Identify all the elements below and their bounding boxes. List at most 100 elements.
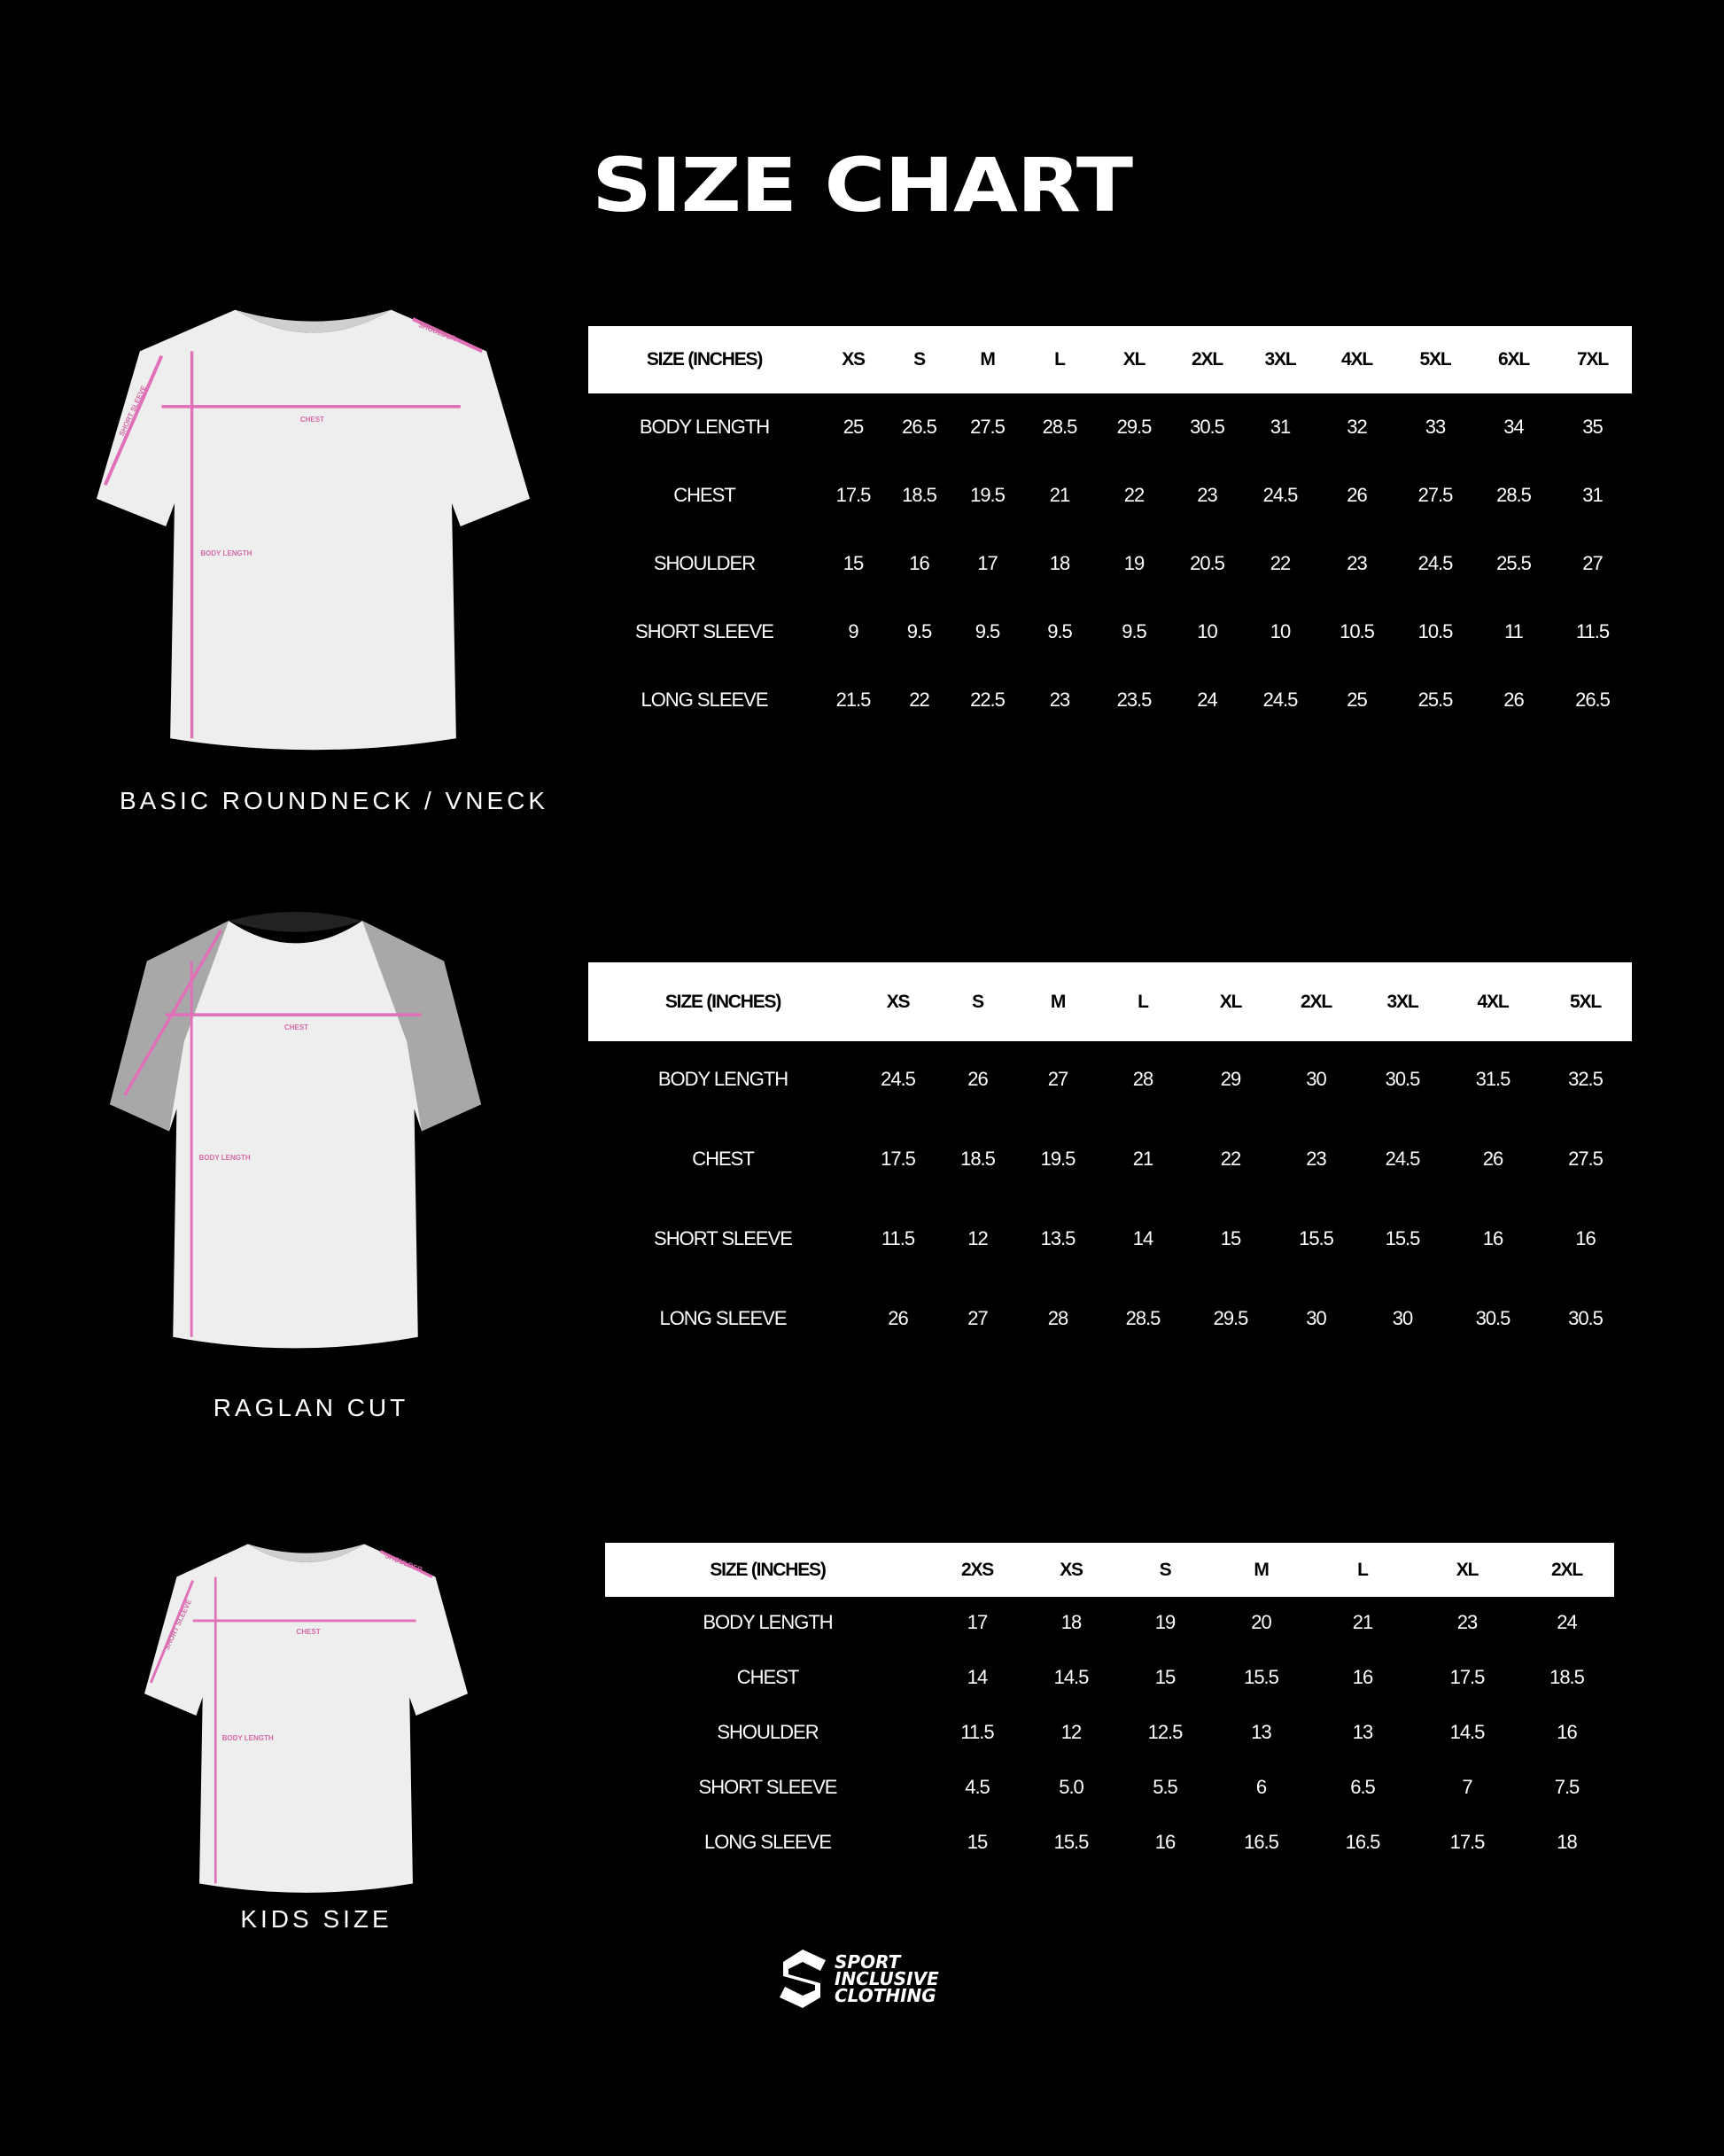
size-header: L	[1138, 991, 1149, 1012]
size-value: 12	[1060, 1721, 1082, 1743]
size-value: 23	[1347, 552, 1367, 574]
size-value: 17.5	[881, 1148, 916, 1170]
size-header: 4XL	[1341, 349, 1373, 370]
size-value: 34	[1503, 416, 1524, 438]
size-value: 24	[1197, 689, 1217, 711]
size-value: 9	[848, 620, 858, 642]
size-header: XS	[1060, 1559, 1083, 1580]
size-value: 14	[967, 1666, 988, 1688]
size-value: 6	[1255, 1776, 1267, 1798]
size-header: 2XL	[1551, 1559, 1583, 1580]
size-value: 28.5	[1125, 1307, 1161, 1329]
size-value: 23.5	[1116, 689, 1153, 711]
measurement-label: BODY LENGTH	[639, 416, 770, 438]
size-header: 2XL	[1192, 349, 1223, 370]
size-value: 15	[1220, 1227, 1241, 1249]
measurement-label: LONG SLEEVE	[659, 1307, 787, 1329]
size-value: 28.5	[1042, 416, 1078, 438]
size-value: 12	[967, 1227, 988, 1249]
table-row: LONG SLEEVE 21.5 22 22.5 23 23.5 24 24.5 25 25.5 2…	[588, 666, 1632, 735]
size-value: 16	[1352, 1666, 1373, 1688]
measurement-label: SHORT SLEEVE	[698, 1776, 838, 1798]
size-value: 13	[1251, 1721, 1271, 1743]
size-value: 14.5	[1449, 1721, 1486, 1743]
size-value: 21	[1132, 1148, 1153, 1170]
size-header: S	[913, 349, 926, 370]
size-value: 30.5	[1190, 416, 1225, 438]
brand-logo: SPORT INCLUSIVE CLOTHING	[776, 1948, 939, 2010]
size-value: 25	[843, 416, 864, 438]
chest-label: CHEST	[283, 1024, 309, 1032]
size-value: 18	[1557, 1831, 1577, 1853]
size-value: 30	[1306, 1068, 1326, 1090]
size-value: 27.5	[970, 416, 1006, 438]
size-value: 13.5	[1040, 1227, 1076, 1249]
size-value: 23	[1197, 484, 1217, 506]
measurement-label: SHORT SLEEVE	[635, 620, 774, 642]
size-header: 5XL	[1570, 991, 1602, 1012]
size-value: 27	[967, 1307, 988, 1329]
size-value: 17.5	[835, 484, 872, 506]
size-value: 10.5	[1417, 620, 1454, 642]
size-value: 13	[1352, 1721, 1373, 1743]
size-value: 35	[1582, 416, 1603, 438]
logo-line: INCLUSIVE	[835, 1967, 939, 1989]
table-row: CHEST 17.5 18.5 19.5 21 22 23 24.5 26 27.5	[588, 1119, 1632, 1199]
size-value: 20	[1251, 1611, 1271, 1633]
table-header-row: SIZE (INCHES) XS S M L XL 2XL 3XL 4XL 5XL 6XL 7XL	[588, 326, 1632, 393]
measurement-label: SHOULDER	[717, 1721, 819, 1743]
size-value: 26	[888, 1307, 908, 1329]
chest-label: CHEST	[299, 416, 324, 424]
header-label: SIZE (INCHES)	[710, 1559, 826, 1580]
header-label: SIZE (INCHES)	[664, 991, 781, 1012]
size-value: 23	[1049, 689, 1070, 711]
body-length-label: BODY LENGTH	[200, 549, 252, 557]
size-value: 16	[1154, 1831, 1176, 1853]
size-value: 24.5	[881, 1068, 916, 1090]
size-value: 19	[1123, 552, 1145, 574]
size-value: 23	[1306, 1148, 1326, 1170]
body-length-label: BODY LENGTH	[198, 1153, 251, 1162]
size-value: 15.5	[1385, 1227, 1421, 1249]
size-value: 21	[1352, 1611, 1373, 1633]
size-header: L	[1054, 349, 1066, 370]
body-length-label: BODY LENGTH	[221, 1733, 274, 1742]
size-value: 22.5	[970, 689, 1006, 711]
size-value: 16.5	[1244, 1831, 1279, 1853]
size-value: 19.5	[970, 484, 1006, 506]
size-value: 27.5	[1568, 1148, 1604, 1170]
raglan-tshirt-diagram: CHEST BODY LENGTH	[110, 907, 481, 1355]
size-value: 31	[1270, 416, 1291, 438]
table-row: LONG SLEEVE 26 27 28 28.5 29.5 30 30 30.5 30.5	[588, 1279, 1632, 1358]
measurement-label: LONG SLEEVE	[703, 1831, 832, 1853]
size-header: L	[1357, 1559, 1369, 1580]
size-header: XL	[1122, 349, 1146, 370]
size-header: S	[1159, 1559, 1172, 1580]
size-value: 18	[1049, 552, 1070, 574]
measurement-label: CHEST	[736, 1666, 800, 1688]
size-value: 26	[1347, 484, 1367, 506]
size-value: 23	[1456, 1611, 1478, 1633]
table-row: SHORT SLEEVE 9 9.5 9.5 9.5 9.5 10 10 10.5 10.5 11 1…	[588, 598, 1632, 666]
size-value: 26	[1482, 1148, 1503, 1170]
size-value: 10	[1270, 620, 1291, 642]
size-value: 18.5	[1549, 1666, 1585, 1688]
size-header: XS	[886, 991, 911, 1012]
size-value: 12.5	[1147, 1721, 1184, 1743]
size-value: 19.5	[1040, 1148, 1076, 1170]
raglan-cut-caption: RAGLAN CUT	[213, 1394, 409, 1421]
size-value: 19	[1154, 1611, 1176, 1633]
size-value: 33	[1425, 416, 1446, 438]
size-value: 16	[1557, 1721, 1577, 1743]
table-header-row: SIZE (INCHES) XS S M L XL 2XL 3XL 4XL 5XL	[588, 962, 1632, 1041]
table-row: BODY LENGTH 25 26.5 27.5 28.5 29.5 30.5 31 32 33 3…	[588, 393, 1632, 462]
size-value: 15.5	[1299, 1227, 1334, 1249]
size-value: 7	[1462, 1776, 1472, 1798]
size-value: 22	[909, 689, 929, 711]
size-value: 9.5	[1047, 620, 1073, 642]
size-value: 14	[1132, 1227, 1153, 1249]
measurement-label: LONG SLEEVE	[641, 689, 768, 711]
size-header: 3XL	[1386, 991, 1419, 1012]
size-value: 27	[1047, 1068, 1068, 1090]
size-header: 3XL	[1264, 349, 1297, 370]
